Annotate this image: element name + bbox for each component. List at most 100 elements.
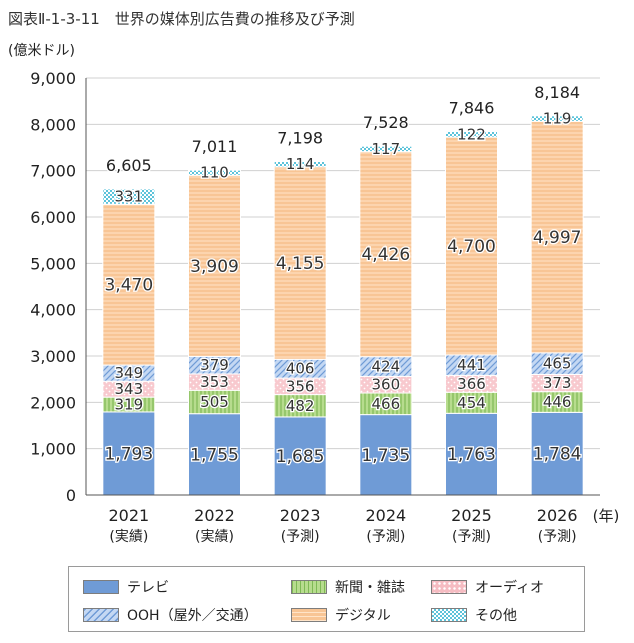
x-tick-sublabel: (予測) <box>366 529 405 545</box>
data-label-tv: 1,685 <box>276 447 325 467</box>
data-label-other: 114 <box>286 155 315 173</box>
bar-segment-digital <box>188 174 241 357</box>
y-axis-unit-label: (億米ドル) <box>8 43 75 59</box>
data-label-print: 319 <box>115 396 144 414</box>
legend-label: 新聞・雑誌 <box>335 580 405 596</box>
x-tick-sublabel: (実績) <box>195 529 234 545</box>
bar-segment-tv <box>102 411 156 496</box>
y-tick-label: 6,000 <box>30 208 76 227</box>
stacked-bar-chart: 1,7933193433493,4703316,6051,75550535337… <box>30 69 620 545</box>
bar-segment-digital <box>530 120 584 354</box>
bar-segment-other <box>102 188 156 205</box>
legend-swatch-tv <box>83 580 119 594</box>
data-label-tv: 1,784 <box>533 445 582 465</box>
bar-segment-other <box>359 145 413 153</box>
data-label-digital: 4,426 <box>361 245 410 265</box>
bar-segment-other <box>188 169 241 176</box>
legend-label: オーディオ <box>475 580 545 596</box>
legend-item-ooh: OOH（屋外／交通） <box>83 605 258 625</box>
data-label-other: 110 <box>200 164 229 182</box>
bar-segment-digital <box>445 136 498 356</box>
x-tick-label: 2024 <box>365 506 406 525</box>
figure-title: 図表Ⅱ-1-3-11 世界の媒体別広告費の推移及び予測 <box>8 10 355 28</box>
x-tick-label: 2023 <box>280 506 321 525</box>
data-label-audio: 343 <box>115 380 144 398</box>
legend-swatch-print <box>291 580 327 594</box>
y-tick-label: 7,000 <box>30 162 76 181</box>
total-label: 7,011 <box>192 137 238 156</box>
data-label-ooh: 465 <box>543 355 572 373</box>
x-tick-label: 2025 <box>451 506 492 525</box>
data-label-print: 446 <box>543 393 572 411</box>
data-label-ooh: 349 <box>115 364 144 382</box>
data-label-print: 454 <box>457 394 486 412</box>
y-tick-label: 9,000 <box>30 69 76 88</box>
legend-item-other: その他 <box>431 605 517 625</box>
x-tick-label: 2026 <box>537 506 578 525</box>
y-tick-label: 4,000 <box>30 301 76 320</box>
legend-swatch-other <box>431 608 467 622</box>
data-label-print: 482 <box>286 397 315 415</box>
bar-segment-digital <box>359 151 413 358</box>
bar-segment-other <box>530 115 584 122</box>
x-tick-sublabel: (予測) <box>452 529 491 545</box>
y-tick-label: 1,000 <box>30 440 76 459</box>
data-label-audio: 353 <box>200 373 229 391</box>
legend-item-digital: デジタル <box>291 605 391 625</box>
total-label: 7,198 <box>277 128 323 147</box>
x-tick-sublabel: (予測) <box>538 529 577 545</box>
legend-item-print: 新聞・雑誌 <box>291 577 405 597</box>
data-label-audio: 356 <box>286 377 315 395</box>
y-tick-label: 5,000 <box>30 254 76 273</box>
data-label-tv: 1,793 <box>104 444 153 464</box>
bar-segment-other <box>445 130 498 138</box>
y-tick-label: 3,000 <box>30 347 76 366</box>
bar-segment-other <box>273 160 327 168</box>
data-label-audio: 366 <box>457 375 486 393</box>
data-label-tv: 1,735 <box>361 446 410 466</box>
y-tick-label: 2,000 <box>30 393 76 412</box>
x-tick-sublabel: (実績) <box>109 529 148 545</box>
x-tick-label: 2022 <box>194 506 235 525</box>
x-tick-sublabel: (予測) <box>281 529 320 545</box>
data-label-tv: 1,755 <box>190 445 239 465</box>
data-label-print: 505 <box>200 393 229 411</box>
data-label-tv: 1,763 <box>447 445 496 465</box>
data-label-audio: 360 <box>372 376 401 394</box>
bar-segment-tv <box>359 414 413 496</box>
data-label-digital: 3,470 <box>104 276 153 296</box>
legend-label: OOH（屋外／交通） <box>127 608 258 624</box>
data-label-ooh: 379 <box>200 356 229 374</box>
data-label-digital: 4,997 <box>533 228 582 248</box>
legend-item-tv: テレビ <box>83 577 169 597</box>
legend-label: テレビ <box>127 580 169 596</box>
data-label-other: 117 <box>372 140 401 158</box>
data-label-other: 122 <box>457 125 486 143</box>
bar-segment-tv <box>188 413 241 496</box>
data-label-digital: 4,155 <box>276 254 325 274</box>
legend-item-audio: オーディオ <box>431 577 544 597</box>
data-label-digital: 3,909 <box>190 257 239 277</box>
y-tick-label: 0 <box>66 486 76 505</box>
data-label-ooh: 441 <box>457 356 486 374</box>
legend-label: その他 <box>475 608 517 624</box>
legend-swatch-audio <box>431 580 467 594</box>
legend-swatch-digital <box>291 608 327 622</box>
bar-segment-digital <box>102 203 156 366</box>
data-label-other: 331 <box>115 188 144 206</box>
total-label: 6,605 <box>106 156 152 175</box>
legend-label: デジタル <box>335 608 391 624</box>
chart-legend: テレビ 新聞・雑誌 オーディオ OOH（屋外／交通） デジタル その他 <box>68 566 585 632</box>
data-label-audio: 373 <box>543 374 572 392</box>
x-axis-unit-label: (年) <box>593 507 620 525</box>
data-label-ooh: 406 <box>286 360 315 378</box>
legend-swatch-ooh <box>83 608 119 622</box>
total-label: 8,184 <box>534 83 580 102</box>
y-tick-label: 8,000 <box>30 115 76 134</box>
data-label-ooh: 424 <box>372 358 401 376</box>
data-label-digital: 4,700 <box>447 237 496 257</box>
total-label: 7,846 <box>449 98 495 117</box>
x-tick-label: 2021 <box>108 506 149 525</box>
data-label-print: 466 <box>372 395 401 413</box>
data-label-other: 119 <box>543 110 572 128</box>
